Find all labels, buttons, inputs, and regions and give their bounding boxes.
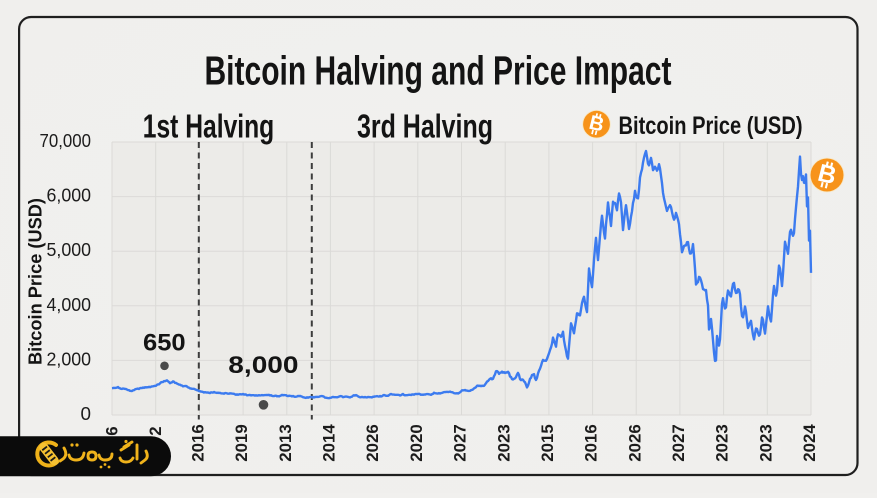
- svg-text:2023: 2023: [713, 424, 732, 462]
- svg-text:5,000: 5,000: [47, 240, 92, 260]
- svg-text:2020: 2020: [407, 424, 426, 462]
- svg-text:70,000: 70,000: [40, 131, 92, 151]
- svg-text:B: B: [587, 112, 606, 137]
- svg-text:8,000: 8,000: [228, 352, 298, 379]
- svg-text:6,000: 6,000: [47, 186, 92, 206]
- svg-text:2024: 2024: [800, 424, 819, 462]
- svg-text:2026: 2026: [625, 424, 644, 462]
- svg-text:650: 650: [143, 329, 186, 356]
- svg-text:2015: 2015: [538, 424, 557, 462]
- svg-text:2013: 2013: [276, 424, 295, 462]
- svg-text:3rd Halving: 3rd Halving: [357, 109, 493, 146]
- svg-text:2: 2: [146, 426, 165, 435]
- svg-text:2023: 2023: [494, 424, 513, 462]
- svg-text:2023: 2023: [756, 424, 775, 462]
- svg-text:B: B: [815, 160, 839, 191]
- svg-text:4,000: 4,000: [47, 295, 92, 315]
- svg-text:Bitcoin Halving and Price Impa: Bitcoin Halving and Price Impact: [205, 47, 672, 93]
- svg-text:2026: 2026: [363, 424, 382, 462]
- svg-text:1st Halving: 1st Halving: [143, 109, 275, 146]
- svg-text:2016: 2016: [582, 424, 601, 462]
- svg-text:Bitcoin Price (USD): Bitcoin Price (USD): [619, 112, 803, 140]
- svg-text:2,000: 2,000: [47, 349, 92, 369]
- svg-text:2027: 2027: [451, 424, 470, 462]
- svg-text:2019: 2019: [232, 424, 251, 462]
- svg-text:2016: 2016: [189, 424, 208, 462]
- svg-text:Bitcoin Price (USD): Bitcoin Price (USD): [26, 198, 46, 365]
- svg-text:6: 6: [103, 426, 122, 435]
- svg-text:0: 0: [81, 404, 92, 424]
- svg-text:2027: 2027: [669, 424, 688, 462]
- svg-text:2014: 2014: [320, 424, 339, 462]
